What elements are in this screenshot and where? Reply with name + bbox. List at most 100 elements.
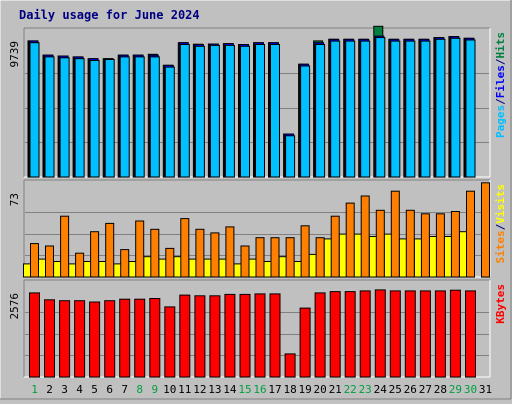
bar-pages-day-4	[74, 58, 85, 178]
x-tick-day-24: 24	[374, 383, 388, 396]
bar-kbytes-day-14	[224, 293, 236, 378]
bar-pages-day-27	[420, 40, 431, 178]
bar-kbytes-day-8	[134, 298, 146, 378]
bar-kbytes-day-15	[239, 293, 251, 378]
bar-kbytes-day-3	[59, 300, 71, 378]
x-tick-day-20: 20	[313, 383, 326, 396]
bar-kbytes-day-2	[44, 299, 55, 378]
x-tick-day-7: 7	[121, 383, 128, 396]
bar-pages-day-24	[375, 37, 386, 178]
bar-pages-day-2	[44, 56, 55, 178]
bar-pages-day-11	[179, 44, 190, 178]
bar-kbytes-day-25	[389, 290, 401, 378]
bar-sites-day-16	[255, 237, 265, 278]
x-tick-day-10: 10	[163, 383, 176, 396]
bar-pages-day-20	[315, 44, 326, 178]
bar-sites-day-20	[315, 237, 325, 278]
bar-pages-day-17	[270, 44, 280, 178]
bar-kbytes-day-12	[194, 295, 206, 378]
x-tick-day-6: 6	[106, 383, 113, 396]
bar-sites-day-24	[375, 209, 385, 278]
legend-part-2: Files	[494, 65, 507, 98]
bar-sites-day-3	[60, 215, 70, 278]
x-tick-day-5: 5	[91, 383, 98, 396]
bar-sites-day-19	[300, 225, 310, 278]
bars-layer	[23, 25, 490, 378]
bar-pages-day-28	[435, 38, 446, 178]
scale-label-kbytes: 2576	[8, 293, 21, 320]
scale-label-sites-visits: 73	[8, 193, 21, 206]
bar-kbytes-day-6	[104, 300, 116, 378]
bar-kbytes-day-18	[284, 353, 296, 378]
bar-kbytes-day-11	[179, 294, 191, 378]
x-tick-day-21: 21	[329, 383, 342, 396]
bar-sites-day-11	[180, 218, 190, 278]
bar-pages-day-12	[194, 45, 205, 178]
bar-kbytes-day-27	[419, 290, 431, 378]
legend-kbytes: KBytes	[494, 284, 507, 324]
bar-pages-day-13	[209, 44, 220, 178]
bar-sites-day-12	[195, 228, 205, 278]
bar-kbytes-day-17	[269, 293, 281, 378]
bar-sites-day-4	[75, 252, 85, 278]
x-tick-day-31: 31	[479, 383, 492, 396]
x-tick-day-28: 28	[434, 383, 447, 396]
bar-sites-day-1	[30, 243, 39, 278]
bar-pages-day-10	[164, 66, 175, 178]
bar-sites-day-13	[210, 232, 220, 278]
bar-kbytes-day-5	[89, 301, 101, 378]
x-tick-day-1: 1	[31, 383, 38, 396]
bar-kbytes-day-24	[374, 289, 386, 378]
x-tick-day-15: 15	[238, 383, 251, 396]
bar-kbytes-day-21	[329, 291, 341, 378]
x-tick-day-9: 9	[151, 383, 158, 396]
bar-sites-day-30	[466, 190, 475, 278]
x-tick-day-16: 16	[253, 383, 266, 396]
bar-pages-day-21	[330, 40, 341, 178]
bar-kbytes-day-26	[404, 290, 416, 378]
bar-pages-day-6	[104, 59, 115, 178]
bar-sites-day-23	[360, 195, 370, 278]
text-layer: Daily usage for June 2024 9739 Pages / Files…	[8, 8, 507, 396]
legend-part-1: /	[494, 223, 507, 230]
bar-kbytes-day-23	[359, 290, 371, 378]
bar-kbytes-day-4	[74, 300, 86, 378]
bar-sites-day-29	[450, 211, 460, 278]
bar-sites-day-22	[345, 202, 355, 278]
bar-kbytes-day-16	[254, 293, 266, 378]
bar-kbytes-day-20	[314, 292, 326, 378]
x-tick-day-13: 13	[208, 383, 221, 396]
x-tick-day-2: 2	[46, 383, 53, 396]
bar-sites-day-10	[165, 247, 175, 278]
bar-pages-day-26	[405, 40, 416, 178]
legend-part-4: Hits	[494, 32, 507, 59]
bar-sites-day-17	[270, 237, 280, 278]
legend-sites-visits: Sites/Visits	[494, 184, 507, 264]
bar-pages-day-15	[240, 45, 250, 178]
bar-kbytes-day-19	[299, 307, 311, 378]
bar-sites-day-7	[120, 249, 130, 278]
bar-sites-day-9	[150, 228, 160, 278]
bar-kbytes-day-1	[29, 292, 40, 378]
x-tick-day-8: 8	[136, 383, 143, 396]
x-tick-day-22: 22	[344, 383, 357, 396]
bar-pages-day-30	[465, 39, 476, 178]
bar-sites-day-31	[481, 182, 490, 278]
x-tick-day-3: 3	[61, 383, 68, 396]
x-tick-day-23: 23	[359, 383, 372, 396]
bar-sites-day-25	[390, 190, 400, 278]
bar-pages-day-22	[345, 40, 356, 178]
bar-sites-day-18	[285, 237, 295, 278]
bar-sites-day-5	[90, 231, 100, 278]
bar-sites-day-8	[135, 220, 145, 278]
legend-part-2: Visits	[494, 184, 507, 224]
x-tick-day-18: 18	[283, 383, 296, 396]
legend-part-0: Pages	[494, 105, 507, 138]
scale-label-pages-files-hits: 9739	[8, 41, 21, 68]
chart-title: Daily usage for June 2024	[19, 8, 200, 22]
bar-pages-day-5	[89, 60, 100, 178]
bar-pages-day-3	[59, 57, 70, 178]
bar-kbytes-day-22	[344, 291, 356, 378]
